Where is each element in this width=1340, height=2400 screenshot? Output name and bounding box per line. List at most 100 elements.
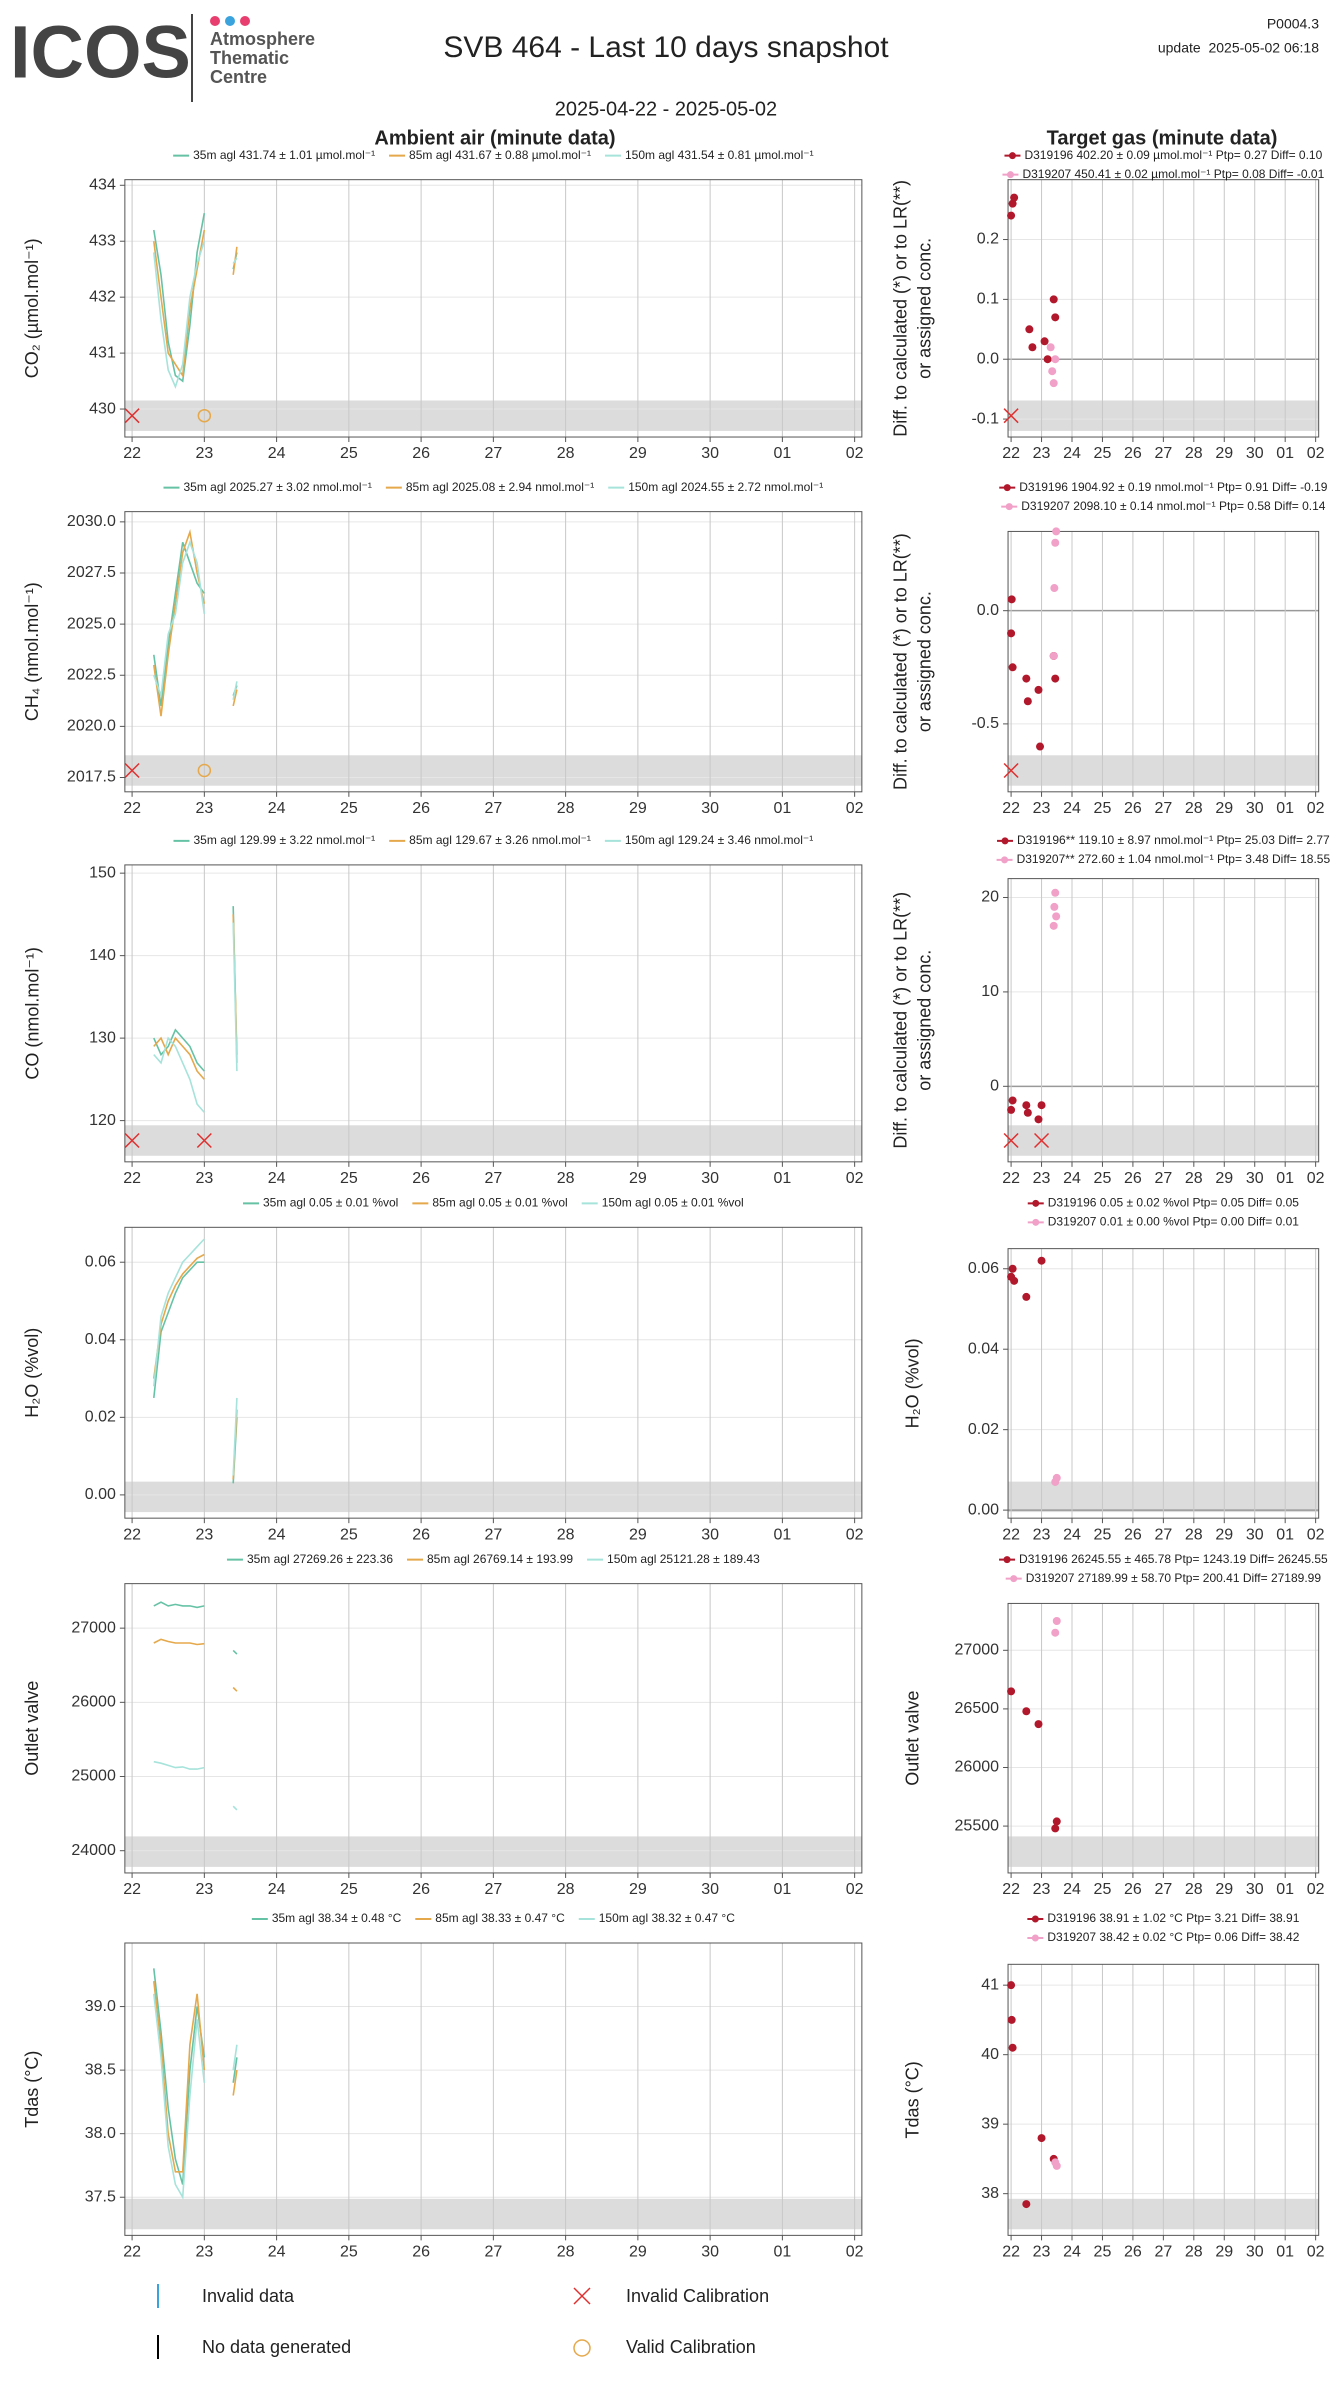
y-axis-label: CO₂ (µmol.mol⁻¹)	[22, 238, 42, 378]
legend-swatch	[1003, 484, 1011, 492]
point	[1046, 343, 1055, 352]
x-tick-label: 23	[1033, 445, 1051, 462]
legend: D319207 27189.99 ± 58.70 Ptp= 200.41 Dif…	[1005, 1571, 1321, 1585]
x-tick-label: 27	[1154, 1881, 1172, 1898]
invalid-calibration	[1003, 1132, 1019, 1149]
legend: 35m agl 431.74 ± 1.01 µmol.mol⁻¹ 85m agl …	[173, 148, 814, 162]
point	[1037, 2134, 1046, 2143]
panel: -0.5 0.0 22 23 24 25 26 27 28 29 30 01 02 D319196 190…	[890, 480, 1327, 817]
panel: 25500 26000 26500 27000 22 23 24 25 26 27 28 29 30 01…	[902, 1552, 1328, 1898]
point	[1048, 367, 1057, 376]
point	[1050, 902, 1059, 911]
y-tick-label: 2025.0	[67, 615, 116, 632]
valid-calibration	[197, 763, 212, 778]
x-tick-label: 22	[1002, 1881, 1020, 1898]
y-tick-label: 0.04	[85, 1331, 116, 1348]
plot-frame	[1007, 530, 1320, 793]
x-tick-label: 29	[629, 1170, 647, 1187]
x-tick-label: 27	[484, 800, 502, 817]
x-tick-label: 29	[1215, 1526, 1233, 1543]
x-tick-label: 23	[195, 800, 213, 817]
legend-text: No data generated	[202, 2337, 351, 2357]
series-line	[153, 240, 238, 389]
point	[1008, 1096, 1017, 1105]
x-tick-label: 29	[1215, 445, 1233, 462]
point	[1051, 355, 1060, 364]
x-tick-label: 24	[268, 800, 286, 817]
legend-label: 150m agl 0.05 ± 0.01 %vol	[602, 1195, 744, 1209]
x-tick-label: 25	[340, 445, 358, 462]
y-axis-label: Diff. to calculated (*) or to LR(**)	[890, 892, 910, 1149]
legend-label: 35m agl 27269.26 ± 223.36	[247, 1552, 393, 1566]
point	[1008, 1264, 1017, 1273]
point	[1025, 325, 1034, 334]
panel: -0.1 0.0 0.1 0.2 22 23 24 25 26 27 28 29 30 01 02 D3191…	[890, 148, 1324, 462]
x-tick-label: 25	[1094, 445, 1112, 462]
y-tick-label: 0.04	[968, 1340, 999, 1357]
y-tick-label: 434	[89, 176, 116, 193]
point	[1022, 674, 1031, 683]
x-tick-label: 28	[557, 1526, 575, 1543]
point	[1007, 629, 1016, 638]
x-tick-label: 30	[1246, 1881, 1264, 1898]
x-tick-label: 28	[557, 800, 575, 817]
x-tick-label: 01	[773, 445, 791, 462]
y-tick-label: 38.0	[85, 2125, 116, 2142]
legend-label: 150m agl 129.24 ± 3.46 nmol.mol⁻¹	[625, 833, 813, 847]
y-tick-label: 24000	[71, 1842, 116, 1859]
legend-swatch	[1003, 1556, 1011, 1564]
x-tick-label: 28	[557, 1170, 575, 1187]
x-tick-label: 27	[1154, 445, 1172, 462]
x-tick-label: 28	[1185, 1881, 1203, 1898]
plot-frame	[124, 179, 863, 438]
legend-label: D319196 26245.55 ± 465.78 Ptp= 1243.19 D…	[1019, 1552, 1328, 1566]
legend-swatch	[1008, 152, 1016, 160]
point	[1051, 888, 1060, 897]
point	[1040, 337, 1049, 346]
logo-dot	[240, 16, 250, 26]
y-axis-label: Diff. to calculated (*) or to LR(**)	[890, 180, 910, 437]
logo: ICOS	[10, 11, 191, 94]
y-axis-label: H₂O (%vol)	[902, 1338, 922, 1428]
point	[1007, 1981, 1016, 1990]
y-tick-label: 2020.0	[67, 718, 116, 735]
section-title: Ambient air (minute data)	[374, 127, 615, 149]
legend: D319196 402.20 ± 0.09 µmol.mol⁻¹ Ptp= 0.…	[1004, 148, 1323, 162]
series-line	[153, 1981, 238, 2173]
legend-label: D319196 38.91 ± 1.02 °C Ptp= 3.21 Diff= …	[1047, 1911, 1299, 1925]
plot-frame	[124, 1942, 863, 2236]
point	[1050, 584, 1059, 593]
x-tick-label: 29	[629, 1881, 647, 1898]
x-tick-label: 23	[1033, 2244, 1051, 2261]
y-axis-label: Outlet valve	[22, 1681, 42, 1776]
y-tick-label: 120	[89, 1112, 116, 1129]
x-tick-label: 22	[123, 800, 141, 817]
x-tick-label: 23	[1033, 1881, 1051, 1898]
x-tick-label: 25	[340, 1170, 358, 1187]
x-tick-label: 24	[1063, 1881, 1081, 1898]
invalid-calibration	[124, 762, 140, 779]
point	[1022, 1101, 1031, 1110]
point	[1022, 1707, 1031, 1716]
invalid-calibration	[196, 1132, 212, 1149]
x-tick-label: 22	[1002, 1526, 1020, 1543]
y-tick-label: 2017.5	[67, 769, 116, 786]
y-axis-label: or assigned conc.	[914, 238, 934, 379]
x-tick-label: 02	[846, 800, 864, 817]
x-tick-label: 02	[846, 445, 864, 462]
x-tick-label: 02	[846, 1881, 864, 1898]
plot-frame	[1007, 1602, 1320, 1874]
invalid-calibration	[1003, 762, 1019, 779]
point	[1049, 379, 1058, 388]
x-tick-label: 22	[1002, 800, 1020, 817]
y-tick-label: 37.5	[85, 2188, 116, 2205]
point	[1022, 2200, 1031, 2209]
y-tick-label: 0.0	[977, 350, 999, 367]
x-tick-label: 23	[1033, 1170, 1051, 1187]
point	[1007, 1105, 1016, 1114]
x-tick-label: 30	[701, 2244, 719, 2261]
x-tick-label: 02	[1307, 445, 1325, 462]
legend: D319196 38.91 ± 1.02 °C Ptp= 3.21 Diff= …	[1027, 1911, 1300, 1925]
legend-label: 85m agl 0.05 ± 0.01 %vol	[432, 1195, 567, 1209]
y-tick-label: 25000	[71, 1768, 116, 1785]
